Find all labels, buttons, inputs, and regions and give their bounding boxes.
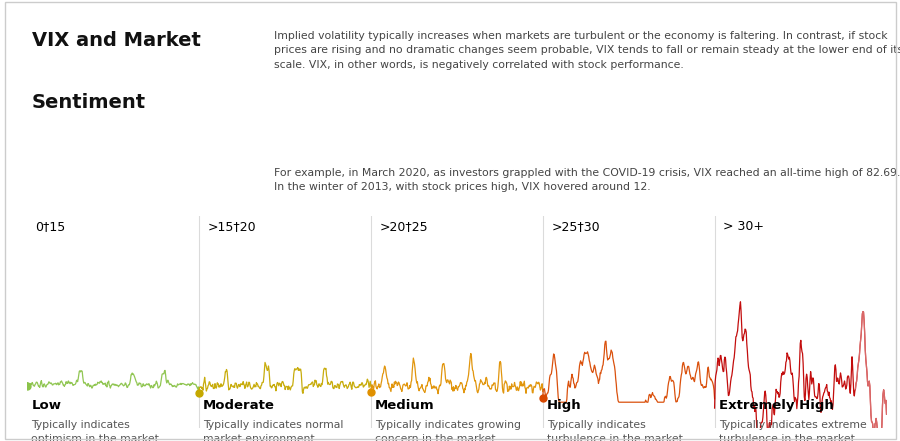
Text: Medium: Medium xyxy=(375,399,435,412)
Text: Moderate: Moderate xyxy=(203,399,275,412)
Text: For example, in March 2020, as investors grappled with the COVID-19 crisis, VIX : For example, in March 2020, as investors… xyxy=(274,168,900,192)
Text: Typically indicates
optimism in the market: Typically indicates optimism in the mark… xyxy=(32,420,159,441)
Text: >25†30: >25†30 xyxy=(552,220,600,233)
Text: 0†15: 0†15 xyxy=(36,220,66,233)
Text: Sentiment: Sentiment xyxy=(32,93,146,112)
Text: Typically indicates growing
concern in the market: Typically indicates growing concern in t… xyxy=(375,420,521,441)
Text: Typically indicates normal
market environment: Typically indicates normal market enviro… xyxy=(203,420,344,441)
Text: Extremely High: Extremely High xyxy=(719,399,833,412)
Text: Low: Low xyxy=(32,399,61,412)
Text: > 30+: > 30+ xyxy=(724,220,764,233)
Text: >20†25: >20†25 xyxy=(380,220,428,233)
Text: Typically indicates
turbulence in the market: Typically indicates turbulence in the ma… xyxy=(547,420,683,441)
Text: Implied volatility typically increases when markets are turbulent or the economy: Implied volatility typically increases w… xyxy=(274,31,900,70)
Text: Typically indicates extreme
turbulence in the market: Typically indicates extreme turbulence i… xyxy=(719,420,867,441)
Text: >15†20: >15†20 xyxy=(208,220,256,233)
Text: High: High xyxy=(547,399,581,412)
Text: VIX and Market: VIX and Market xyxy=(32,31,201,50)
